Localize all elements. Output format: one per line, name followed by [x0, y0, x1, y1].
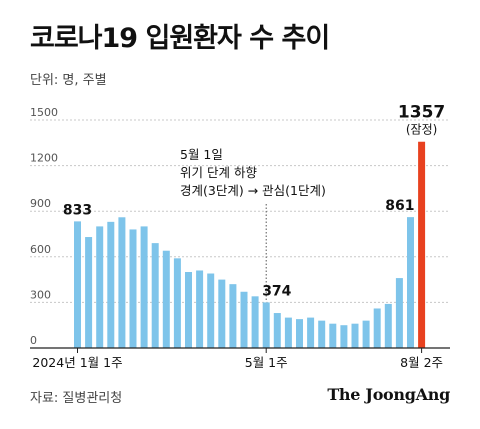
- bar: [340, 325, 348, 348]
- bar: [273, 313, 281, 348]
- bar: [196, 270, 204, 348]
- highlight-bar: [418, 141, 426, 348]
- y-tick-label: 1200: [30, 152, 58, 165]
- annotation-text: 경계(3단계) → 관심(1단계): [180, 183, 326, 198]
- x-tick-label: 8월 2주: [400, 355, 443, 370]
- bar: [229, 284, 237, 348]
- bar: [218, 279, 226, 348]
- bar: [96, 226, 104, 348]
- source-label: 자료: 질병관리청: [30, 391, 123, 406]
- bar: [284, 317, 292, 348]
- y-tick-label: 900: [30, 197, 51, 210]
- bar: [351, 323, 359, 348]
- data-label: 861: [385, 198, 414, 214]
- annotation-text: 위기 단계 하향: [180, 165, 257, 180]
- bar: [240, 291, 248, 348]
- bar: [318, 320, 326, 348]
- data-label: 1357: [398, 103, 445, 123]
- bar: [329, 323, 337, 348]
- y-tick-label: 600: [30, 243, 51, 256]
- annotation-text: 5월 1일: [180, 147, 223, 162]
- y-tick-label: 300: [30, 288, 51, 301]
- bar: [162, 250, 170, 348]
- bar: [118, 217, 126, 348]
- bar: [151, 243, 159, 348]
- publisher-logo: The JoongAng: [327, 385, 450, 404]
- bar: [262, 302, 270, 348]
- bar: [373, 308, 381, 348]
- bar: [85, 237, 93, 348]
- bar: [384, 303, 392, 348]
- bar: [251, 296, 259, 348]
- bar: [107, 221, 115, 348]
- bar: [362, 320, 370, 348]
- data-label: 833: [63, 202, 92, 218]
- y-tick-label: 1500: [30, 106, 58, 119]
- bar: [407, 217, 414, 348]
- chart-title: 코로나19 입원환자 수 추이: [30, 23, 330, 54]
- x-tick-label: 2024년 1월 1주: [32, 355, 122, 370]
- bar: [129, 229, 137, 348]
- x-tick-label: 5월 1주: [245, 355, 288, 370]
- bar: [185, 272, 192, 348]
- bar: [140, 226, 148, 348]
- bar: [296, 319, 303, 348]
- unit-label: 단위: 명, 주별: [30, 73, 107, 88]
- y-tick-label: 0: [30, 334, 37, 347]
- bar: [307, 317, 315, 348]
- data-label-sub: (잠정): [406, 123, 437, 137]
- bar: [207, 273, 215, 348]
- bar: [173, 258, 181, 348]
- bar: [74, 221, 81, 348]
- data-label: 374: [262, 283, 291, 299]
- bar: [395, 278, 403, 348]
